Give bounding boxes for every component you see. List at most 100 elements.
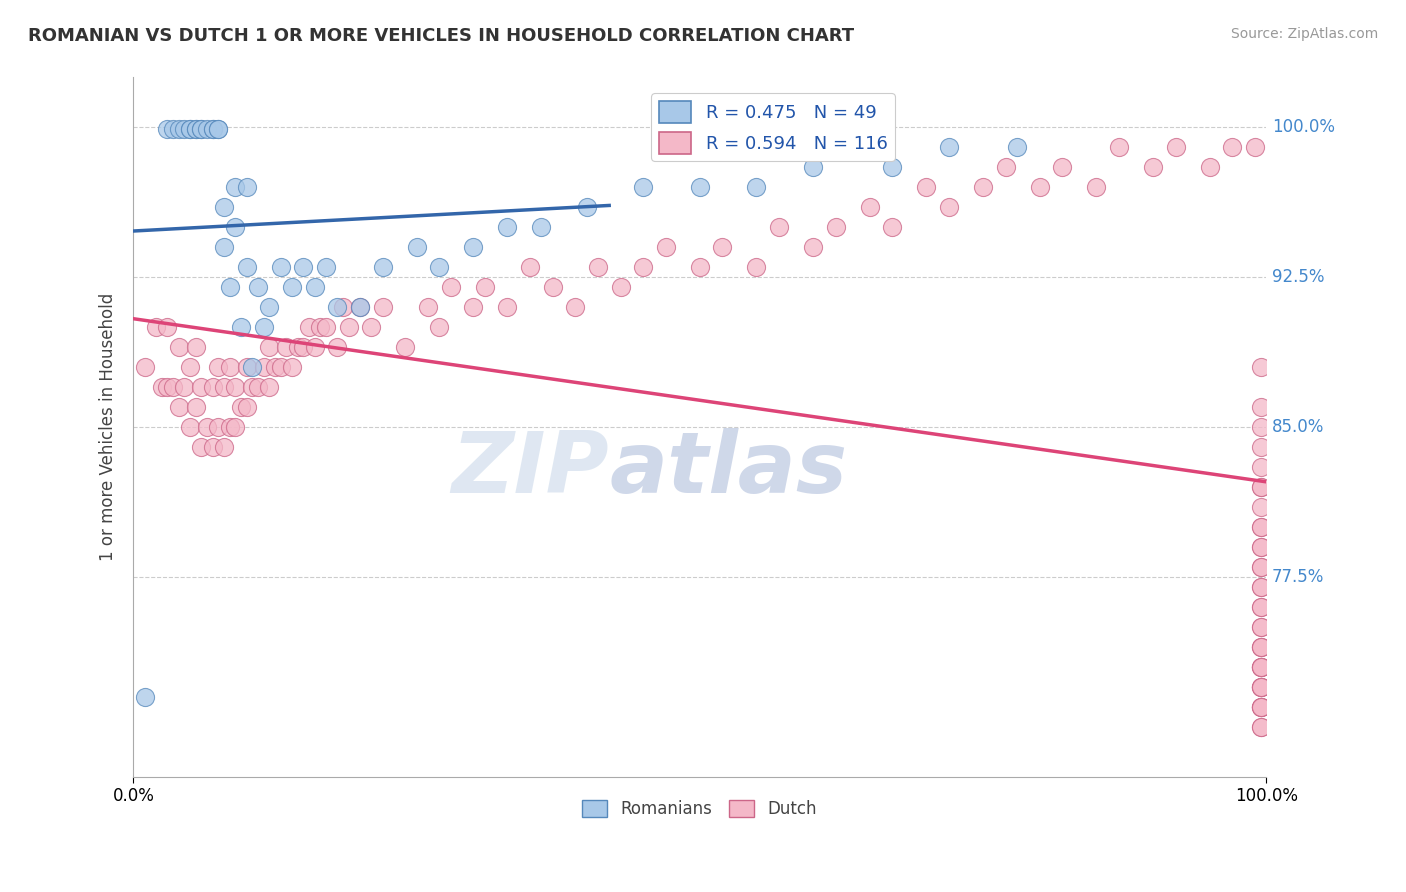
Point xyxy=(1250,620,1272,634)
Point xyxy=(287,340,309,354)
Point xyxy=(212,440,235,454)
Point xyxy=(1250,520,1272,534)
Point xyxy=(745,180,768,194)
Point xyxy=(207,420,229,434)
Point xyxy=(195,122,218,136)
Point xyxy=(179,420,201,434)
Point xyxy=(212,380,235,394)
Point xyxy=(859,200,882,214)
Point xyxy=(519,260,541,275)
Point xyxy=(240,380,263,394)
Text: ZIP: ZIP xyxy=(451,427,609,510)
Point xyxy=(609,280,631,294)
Point xyxy=(1250,700,1272,714)
Point xyxy=(1250,480,1272,494)
Point xyxy=(1250,660,1272,674)
Point xyxy=(1250,540,1272,554)
Point xyxy=(201,122,224,136)
Point xyxy=(235,260,257,275)
Point xyxy=(235,360,257,375)
Point xyxy=(1250,660,1272,674)
Point xyxy=(1250,620,1272,634)
Point xyxy=(218,280,240,294)
Point xyxy=(1085,180,1108,194)
Point xyxy=(530,220,553,235)
Point xyxy=(207,360,229,375)
Point xyxy=(259,340,281,354)
Point xyxy=(1005,140,1028,154)
Point xyxy=(1250,580,1272,594)
Point xyxy=(179,122,201,136)
Point xyxy=(349,300,371,314)
Point xyxy=(427,320,450,334)
Point xyxy=(212,240,235,254)
Point xyxy=(575,200,598,214)
Point xyxy=(207,122,229,136)
Text: 100.0%: 100.0% xyxy=(1272,119,1334,136)
Point xyxy=(156,380,179,394)
Point xyxy=(463,300,485,314)
Point xyxy=(167,340,190,354)
Point xyxy=(1250,420,1272,434)
Point xyxy=(1250,720,1272,734)
Point xyxy=(631,260,654,275)
Point xyxy=(1250,560,1272,574)
Point xyxy=(145,320,167,334)
Point xyxy=(201,380,224,394)
Point xyxy=(1250,720,1272,734)
Point xyxy=(824,220,846,235)
Point xyxy=(270,360,292,375)
Point xyxy=(224,420,246,434)
Point xyxy=(1250,700,1272,714)
Point xyxy=(224,220,246,235)
Point xyxy=(195,420,218,434)
Point xyxy=(134,360,156,375)
Point xyxy=(405,240,427,254)
Point xyxy=(586,260,609,275)
Point xyxy=(235,400,257,414)
Point xyxy=(1108,140,1130,154)
Point xyxy=(315,320,337,334)
Point xyxy=(218,360,240,375)
Point xyxy=(1220,140,1243,154)
Point xyxy=(882,161,904,175)
Point xyxy=(190,440,212,454)
Point xyxy=(938,200,960,214)
Point xyxy=(1250,440,1272,454)
Point xyxy=(184,400,207,414)
Point xyxy=(235,180,257,194)
Point xyxy=(162,122,184,136)
Point xyxy=(207,122,229,136)
Point xyxy=(1250,360,1272,375)
Point xyxy=(1250,680,1272,694)
Point xyxy=(150,380,173,394)
Point xyxy=(1250,640,1272,654)
Point xyxy=(190,122,212,136)
Point xyxy=(309,320,332,334)
Point xyxy=(218,420,240,434)
Point xyxy=(179,122,201,136)
Point xyxy=(416,300,439,314)
Point xyxy=(1250,520,1272,534)
Point xyxy=(224,380,246,394)
Point xyxy=(184,122,207,136)
Point xyxy=(915,180,938,194)
Point xyxy=(801,240,824,254)
Point xyxy=(972,180,994,194)
Point xyxy=(304,280,326,294)
Point xyxy=(1250,500,1272,514)
Point xyxy=(1250,680,1272,694)
Point xyxy=(1052,161,1074,175)
Point xyxy=(326,340,349,354)
Text: atlas: atlas xyxy=(609,427,848,510)
Point xyxy=(167,400,190,414)
Point xyxy=(337,320,360,334)
Point xyxy=(246,280,269,294)
Point xyxy=(259,380,281,394)
Text: 85.0%: 85.0% xyxy=(1272,418,1324,436)
Point xyxy=(1250,480,1272,494)
Point xyxy=(689,180,711,194)
Point xyxy=(360,320,382,334)
Point xyxy=(240,360,263,375)
Point xyxy=(1250,640,1272,654)
